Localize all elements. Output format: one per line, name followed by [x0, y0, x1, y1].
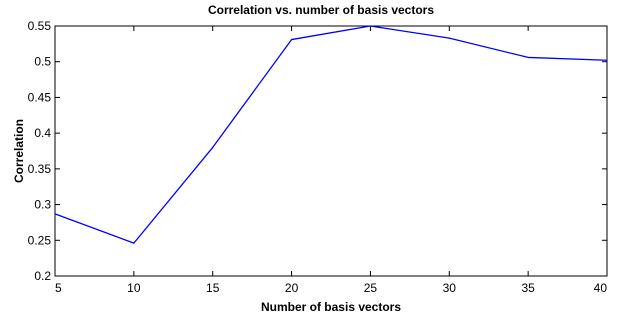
y-tick-label: 0.55: [28, 19, 52, 33]
x-tick-label: 25: [364, 281, 378, 295]
y-tick-label: 0.25: [28, 233, 52, 247]
data-point: [54, 213, 56, 215]
x-tick-label: 5: [55, 281, 62, 295]
y-tick-label: 0.4: [34, 126, 51, 140]
x-tick-label: 30: [443, 281, 457, 295]
y-axis-label: Correlation: [12, 119, 26, 183]
data-point: [212, 146, 214, 149]
y-tick-label: 0.2: [34, 269, 51, 283]
data-point: [606, 59, 608, 61]
x-tick-label: 15: [206, 281, 220, 295]
x-tick-label: 40: [594, 281, 608, 295]
x-tick-label: 20: [285, 281, 299, 295]
x-tick-label: 35: [521, 281, 535, 295]
series-line: [54, 25, 608, 244]
data-point: [369, 25, 372, 27]
y-tick-label: 0.45: [28, 90, 52, 104]
y-axis-ticks: 0.2 0.25 0.3 0.35 0.4 0.45 0.5 0.55: [28, 19, 607, 283]
y-tick-label: 0.5: [34, 55, 51, 69]
y-tick-label: 0.35: [28, 162, 52, 176]
data-point: [133, 242, 135, 244]
data-point: [527, 56, 529, 59]
series-layer: [54, 25, 608, 244]
x-axis-ticks: 5 10 15 20 25 30 35 40: [54, 26, 608, 295]
plot-frame: [54, 25, 608, 277]
data-point: [290, 38, 293, 41]
chart-title: Correlation vs. number of basis vectors: [208, 3, 434, 17]
data-point: [448, 37, 450, 39]
x-axis-label: Number of basis vectors: [261, 300, 401, 314]
x-tick-label: 10: [127, 281, 141, 295]
y-tick-label: 0.3: [34, 198, 51, 212]
